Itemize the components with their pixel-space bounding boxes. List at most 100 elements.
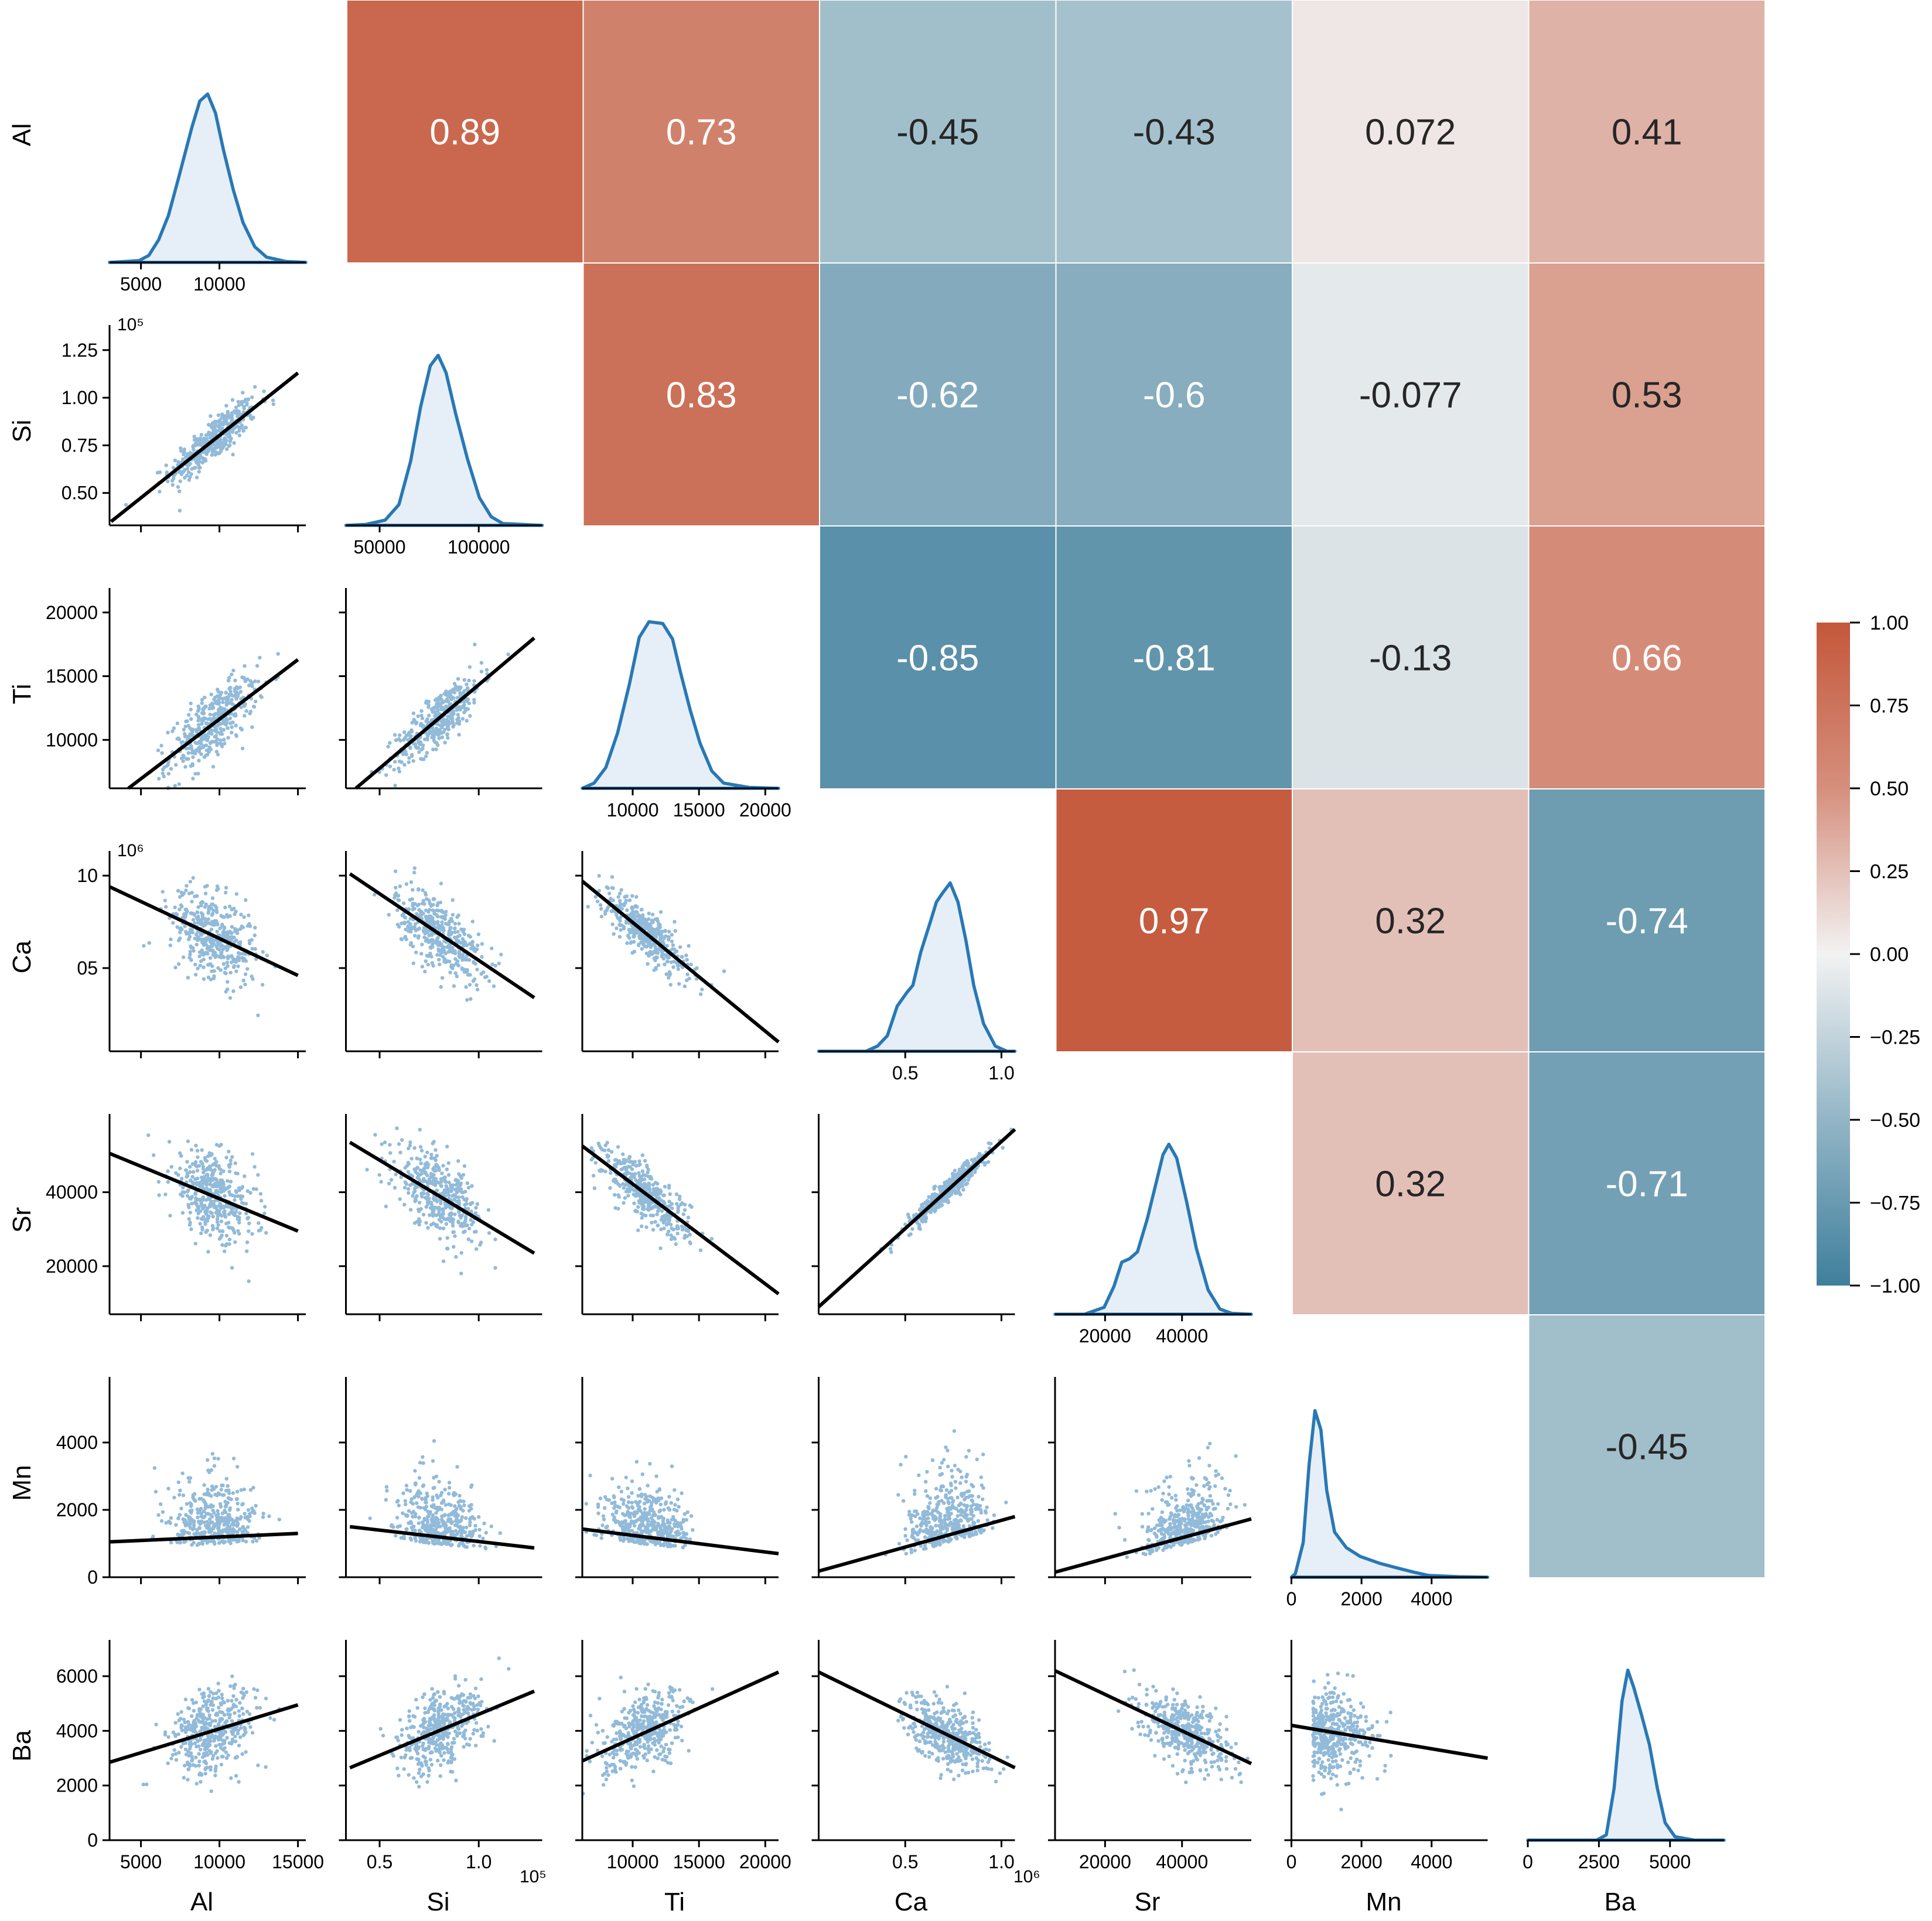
data-point [230, 931, 234, 935]
data-point [152, 1466, 157, 1470]
data-point [206, 1505, 210, 1509]
data-point [419, 723, 423, 727]
regression-line [110, 371, 299, 523]
data-point [221, 1540, 226, 1545]
data-point [188, 880, 193, 884]
data-point [219, 741, 223, 746]
data-point [451, 1183, 455, 1187]
data-point [214, 750, 219, 754]
data-point [640, 1153, 645, 1157]
data-point [159, 1519, 164, 1523]
data-point [234, 405, 238, 409]
data-point [200, 711, 204, 715]
data-point [190, 1543, 194, 1547]
data-point [161, 767, 165, 772]
heatmap-cell [346, 0, 584, 264]
data-point [240, 1185, 245, 1189]
correlation-value: 0.89 [429, 112, 500, 153]
heatmap-cell [1292, 0, 1530, 264]
data-point [465, 1223, 469, 1228]
data-point [630, 927, 634, 931]
data-point [201, 737, 206, 741]
data-point [622, 1201, 626, 1205]
data-point [420, 965, 425, 969]
data-point [228, 970, 233, 975]
data-point [433, 1148, 438, 1152]
data-point [241, 1539, 245, 1543]
data-point [960, 1165, 965, 1170]
data-point [223, 935, 228, 939]
data-point [233, 678, 237, 683]
data-point [466, 1237, 470, 1242]
data-point [668, 1204, 672, 1208]
data-point [215, 1226, 220, 1230]
data-point [202, 1509, 206, 1513]
data-point [636, 1205, 640, 1209]
data-point [226, 980, 230, 984]
data-point [248, 683, 253, 687]
data-point [668, 983, 673, 987]
data-point [237, 433, 241, 437]
data-point [200, 900, 205, 904]
data-point [417, 903, 421, 907]
data-point [207, 1188, 211, 1192]
data-point [493, 1237, 497, 1242]
data-point [213, 428, 217, 432]
data-point [263, 1205, 267, 1209]
data-point [212, 1464, 217, 1468]
data-point [185, 747, 189, 751]
data-point [215, 737, 220, 741]
data-point [455, 1199, 459, 1204]
data-point [211, 1228, 215, 1232]
heatmap-cell [1528, 525, 1766, 789]
data-point [368, 1516, 372, 1520]
data-point [184, 1168, 188, 1173]
data-point [628, 1165, 632, 1169]
data-point [408, 1143, 412, 1148]
data-point [393, 784, 397, 788]
data-point [450, 720, 455, 725]
data-point [431, 897, 436, 901]
data-point [688, 1232, 692, 1237]
data-point [210, 453, 214, 457]
data-point [225, 447, 229, 452]
data-point [431, 1167, 435, 1171]
data-point [248, 924, 252, 928]
data-point [634, 895, 639, 899]
data-point [182, 1190, 187, 1195]
y-tick-label: 0 [87, 1567, 98, 1588]
data-point [197, 739, 202, 744]
data-point [670, 1226, 674, 1230]
data-point [395, 1126, 399, 1130]
data-point [456, 963, 460, 968]
data-point [639, 1211, 643, 1215]
data-point [467, 678, 471, 683]
data-point [417, 934, 421, 938]
data-point [244, 898, 248, 903]
data-point [202, 965, 206, 969]
data-point [210, 1452, 214, 1456]
data-point [411, 1194, 415, 1198]
data-point [442, 957, 446, 961]
data-point [438, 926, 442, 930]
data-point [677, 1205, 681, 1209]
data-point [609, 1171, 613, 1175]
data-point [168, 944, 172, 948]
data-point [185, 452, 189, 456]
data-point [230, 672, 234, 676]
data-point [166, 730, 170, 735]
data-point [180, 1194, 185, 1198]
data-point [219, 1190, 223, 1194]
data-point [456, 677, 460, 681]
data-point [437, 736, 441, 740]
data-point [665, 944, 670, 948]
data-point [227, 1539, 231, 1543]
data-point [157, 777, 161, 781]
data-point [207, 430, 211, 435]
data-point [205, 946, 209, 951]
data-point [217, 948, 221, 952]
data-point [158, 470, 162, 474]
data-point [415, 1175, 419, 1180]
